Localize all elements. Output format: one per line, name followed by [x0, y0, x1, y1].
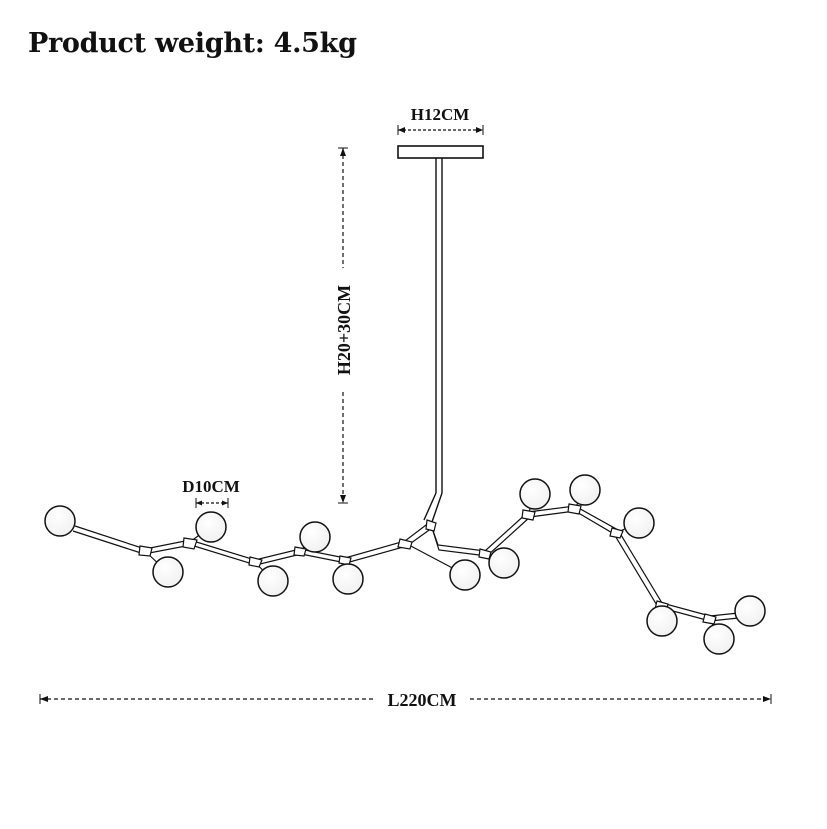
globe: [569, 474, 601, 506]
canopy-width-label: H12CM: [411, 105, 470, 124]
globe: [152, 556, 184, 588]
globe-diameter-label: D10CM: [182, 477, 240, 496]
globe: [623, 507, 655, 539]
total-length-dimension: [39, 694, 772, 704]
rod-height-dimension: [338, 147, 348, 504]
rod-height-label: H20+30CM: [334, 285, 354, 375]
globe: [299, 521, 331, 553]
glass-globes: [44, 474, 766, 655]
globe: [646, 605, 678, 637]
globe: [44, 505, 76, 537]
globe: [332, 563, 364, 595]
globe: [488, 547, 520, 579]
globe: [449, 559, 481, 591]
total-length-label: L220CM: [388, 690, 457, 710]
canopy-width-dimension: [397, 125, 484, 135]
globe-diameter-dimension: [195, 498, 229, 508]
globe: [519, 478, 551, 510]
canopy: [397, 145, 484, 159]
suspension-rod: [423, 158, 443, 523]
globe: [734, 595, 766, 627]
globe: [703, 623, 735, 655]
globe: [195, 511, 227, 543]
globe: [257, 565, 289, 597]
product-weight-title: Product weight: 4.5kg: [28, 28, 357, 59]
